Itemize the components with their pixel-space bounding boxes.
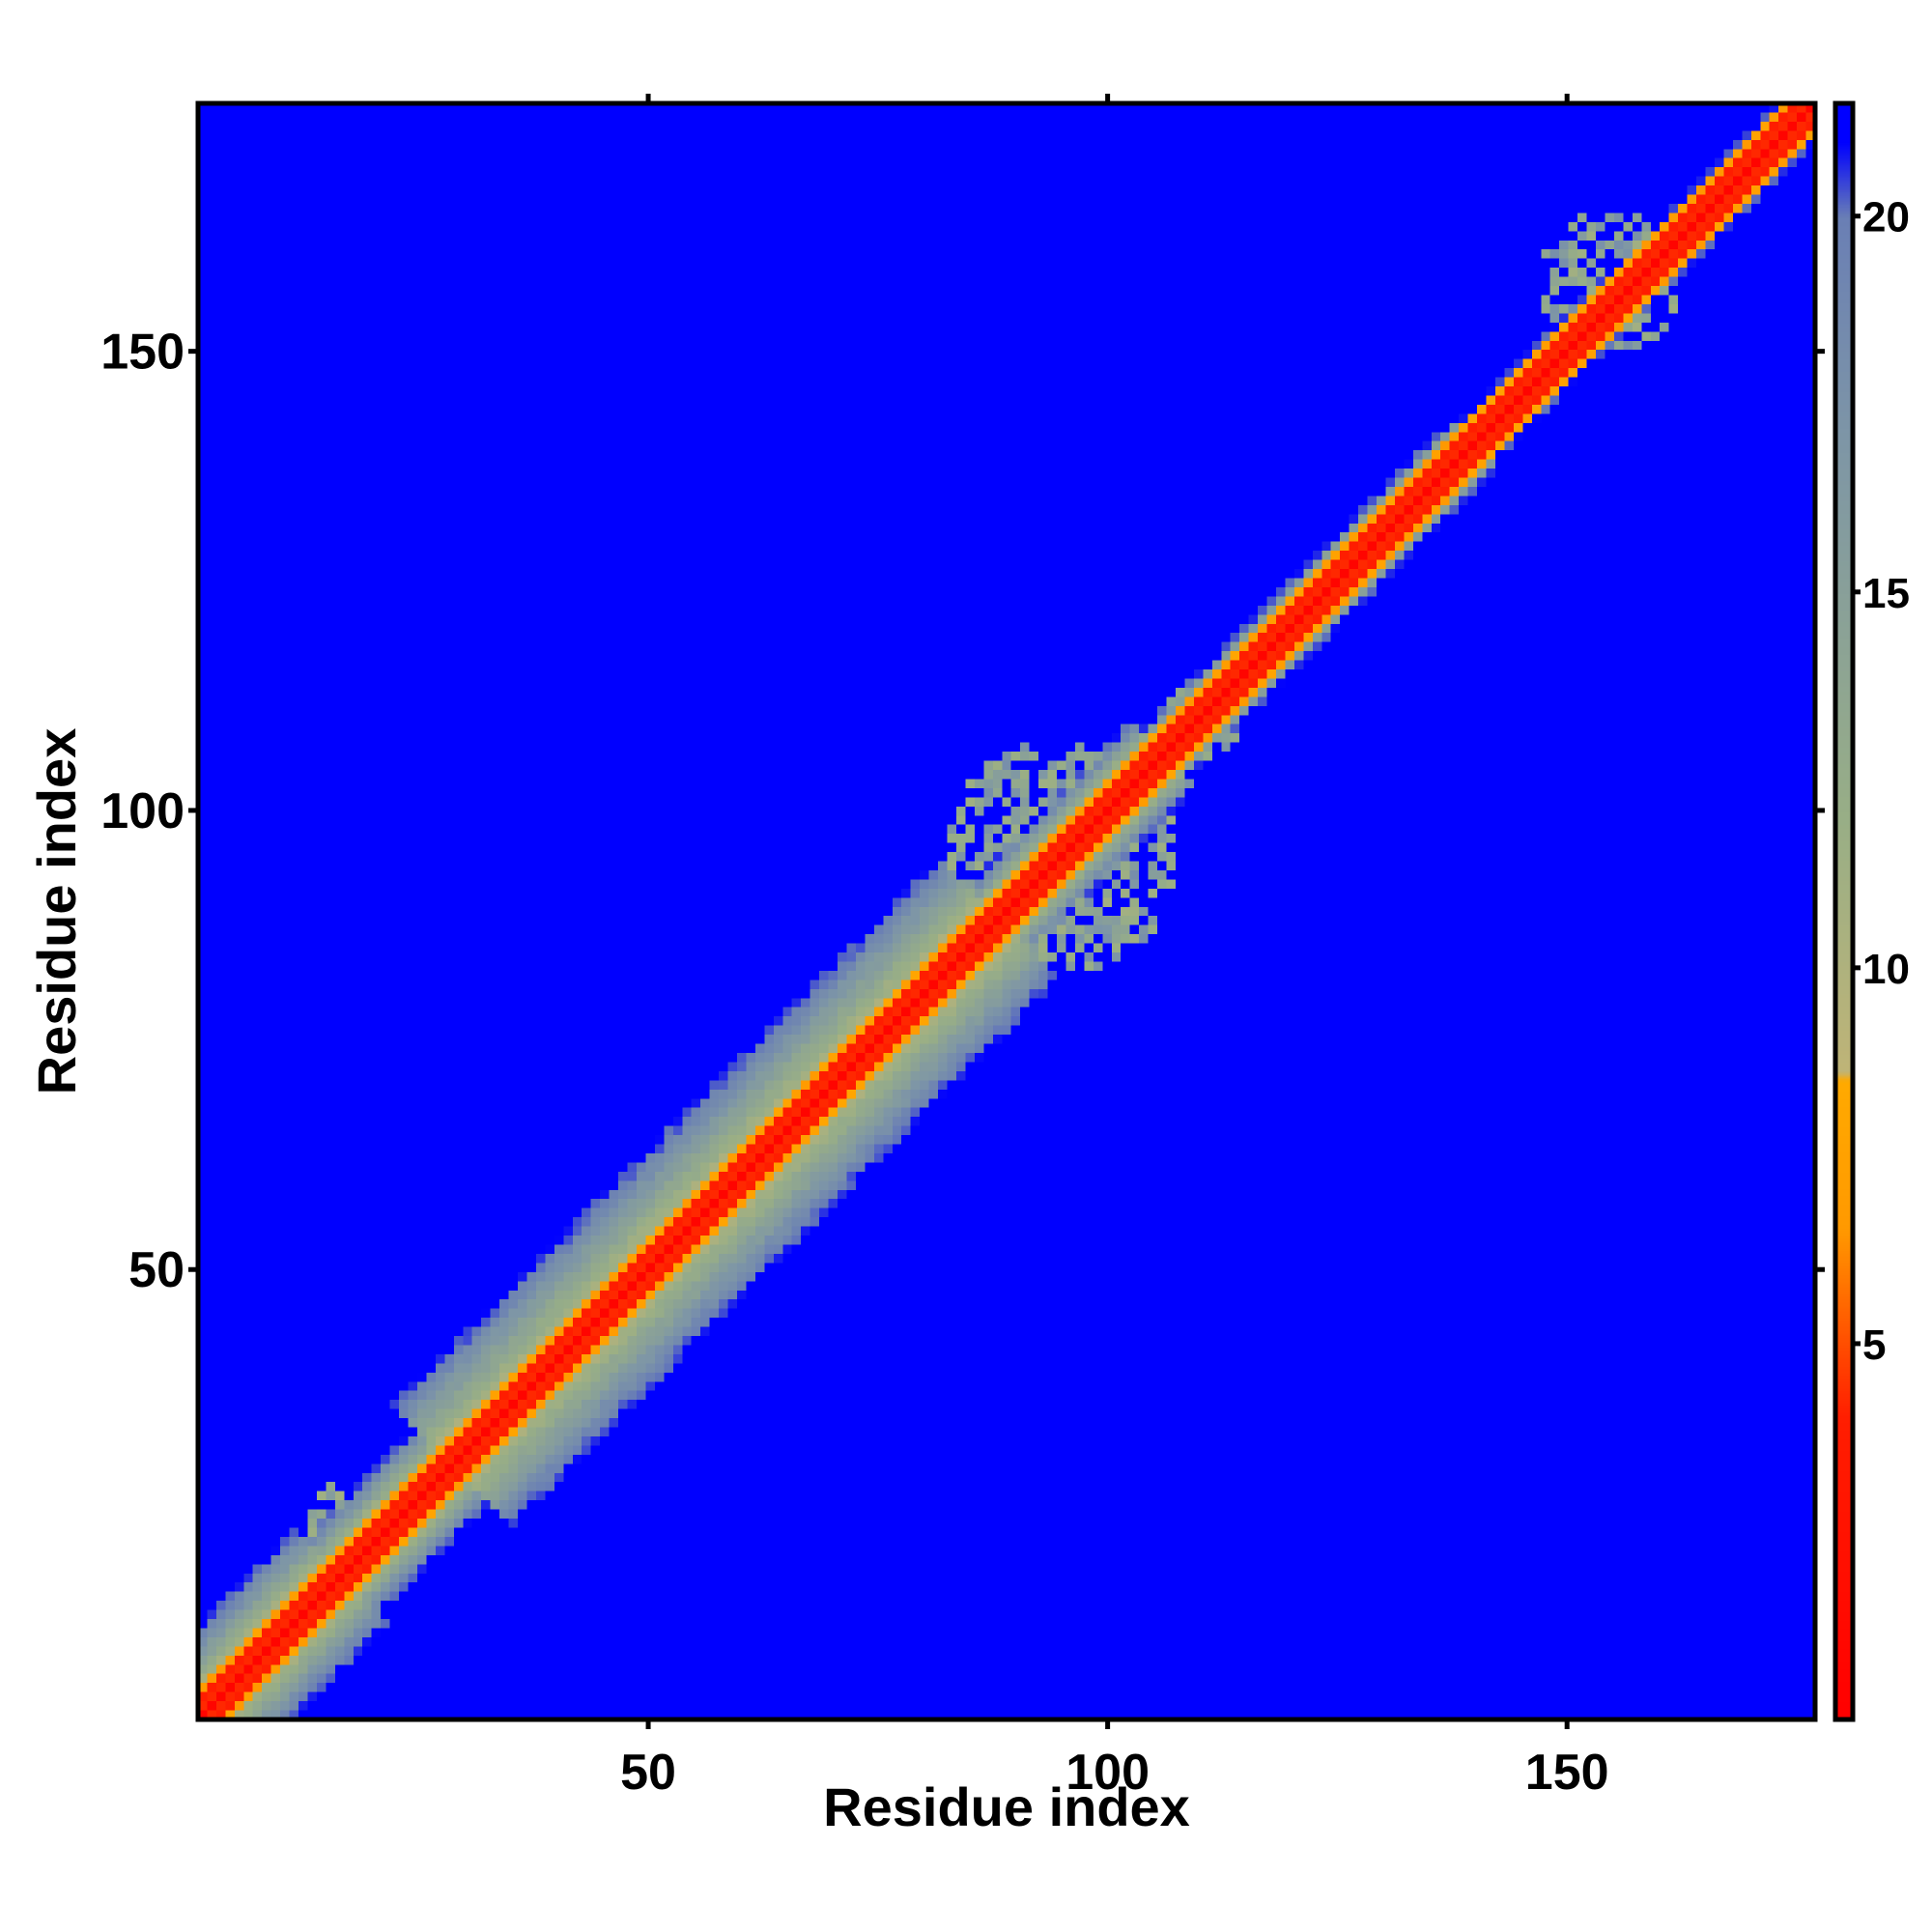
colorbar bbox=[1837, 103, 1851, 1719]
y-tick-label: 50 bbox=[128, 1242, 185, 1298]
y-tick-label: 100 bbox=[100, 783, 185, 839]
x-tick-label: 150 bbox=[1525, 1745, 1609, 1801]
colorbar-tick-label: 10 bbox=[1862, 946, 1910, 993]
colorbar-tick-label: 5 bbox=[1862, 1321, 1886, 1369]
y-axis-title: Residue index bbox=[26, 728, 87, 1095]
plot-frame bbox=[195, 100, 1856, 1722]
colorbar-tick-label: 20 bbox=[1862, 194, 1910, 242]
y-axis-ticks: 50 100 150 bbox=[100, 325, 1825, 1298]
colorbar-tick-label: 15 bbox=[1862, 570, 1910, 617]
y-tick-label: 150 bbox=[100, 325, 185, 381]
x-axis-ticks: 50 100 150 bbox=[620, 94, 1609, 1801]
x-tick-label: 50 bbox=[620, 1745, 676, 1801]
x-axis-title: Residue index bbox=[823, 1776, 1190, 1837]
heatmap-plot-area bbox=[198, 103, 1815, 1719]
colorbar-ticks: 5 10 15 20 bbox=[1851, 194, 1910, 1369]
plot-border bbox=[195, 100, 1818, 1722]
colorbar-border bbox=[1833, 100, 1856, 1722]
x-tick-label: 100 bbox=[1065, 1745, 1150, 1801]
